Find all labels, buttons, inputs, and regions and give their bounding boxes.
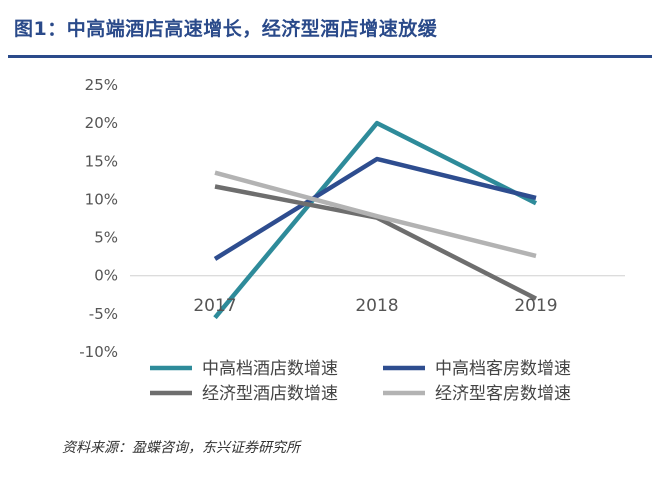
legend-label: 经济型酒店数增速 bbox=[202, 384, 338, 404]
series-line-1 bbox=[213, 120, 538, 320]
y-tick-label: 20% bbox=[85, 114, 118, 132]
y-tick-label: 15% bbox=[85, 152, 118, 170]
y-tick-label: 25% bbox=[85, 76, 118, 94]
series-layer bbox=[213, 120, 538, 320]
axis-layer: 25% 20% 15% 10% 5% 0% -5% -10% bbox=[79, 76, 625, 361]
title-underline bbox=[8, 55, 652, 58]
y-tick-label: 10% bbox=[85, 190, 118, 208]
x-tick-label: 2019 bbox=[514, 296, 557, 316]
series-line-2 bbox=[213, 156, 537, 261]
x-tick-label: 2017 bbox=[193, 296, 236, 316]
legend-label: 中高档酒店数增速 bbox=[202, 359, 338, 379]
y-tick-label: -5% bbox=[89, 305, 118, 323]
legend-label: 中高档客房数增速 bbox=[435, 359, 571, 379]
y-tick-label: 5% bbox=[94, 229, 118, 247]
series-line-4 bbox=[214, 170, 537, 259]
source-note: 资料来源：盈蝶咨询，东兴证券研究所 bbox=[62, 440, 300, 456]
x-tick-label: 2018 bbox=[355, 296, 398, 316]
y-tick-label: 0% bbox=[94, 267, 118, 285]
chart-title: 图1：中高端酒店高速增长，经济型酒店增速放缓 bbox=[14, 18, 438, 40]
y-tick-label: -10% bbox=[79, 343, 118, 361]
legend-label: 经济型客房数增速 bbox=[435, 384, 571, 404]
x-tick-layer: 2017 2018 2019 bbox=[193, 296, 557, 316]
